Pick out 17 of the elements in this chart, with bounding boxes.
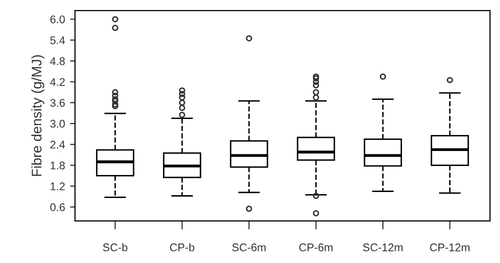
y-tick-label: 3.6 xyxy=(50,98,65,107)
y-tick-label: 6.0 xyxy=(50,15,65,24)
y-tick-label: 4.2 xyxy=(50,78,65,86)
x-tick-label: CP-6m xyxy=(299,243,333,252)
y-tick-label: 3.0 xyxy=(50,120,65,128)
y-tick-label: 1.8 xyxy=(50,162,65,170)
x-tick-label: CP-b xyxy=(170,243,194,252)
y-axis-title: Fibre density (g/MJ) xyxy=(31,55,44,176)
y-tick-label: 4.8 xyxy=(50,57,65,66)
y-tick-label: 2.4 xyxy=(50,140,65,148)
y-tick-label: 1.2 xyxy=(50,182,65,190)
x-tick-label: SC-b xyxy=(103,243,128,252)
y-tick-label: 0.6 xyxy=(50,203,65,212)
y-tick-label: 5.4 xyxy=(50,36,65,44)
x-tick-label: CP-12m xyxy=(430,243,470,252)
x-tick-label: SC-6m xyxy=(232,243,266,252)
x-tick-label: SC-12m xyxy=(363,243,403,252)
